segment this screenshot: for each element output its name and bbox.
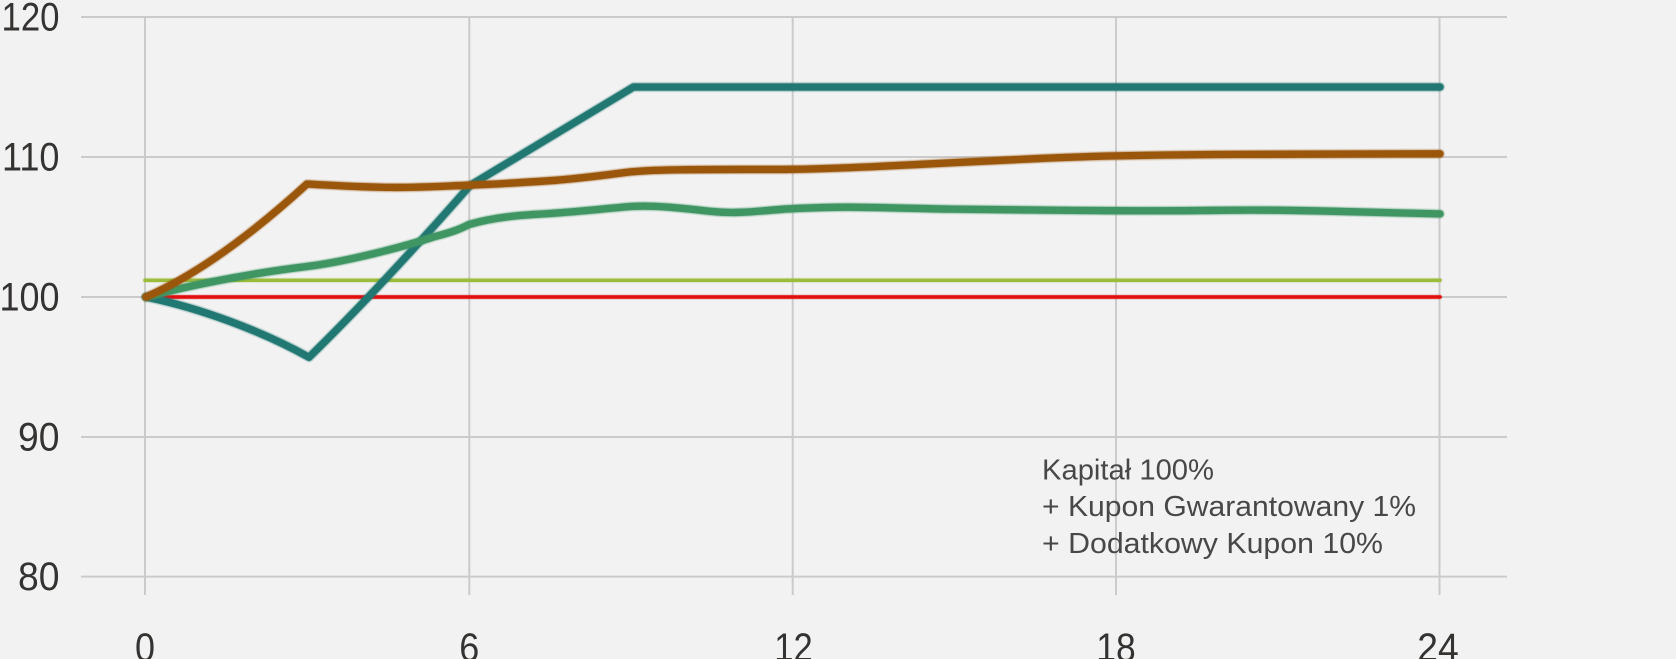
svg-text:Kapitał 100%: Kapitał 100% bbox=[1042, 455, 1214, 487]
svg-text:100: 100 bbox=[0, 276, 60, 320]
svg-text:6: 6 bbox=[459, 626, 479, 659]
svg-text:18: 18 bbox=[1096, 626, 1136, 659]
svg-text:80: 80 bbox=[18, 555, 60, 599]
svg-text:12: 12 bbox=[774, 626, 813, 659]
svg-text:120: 120 bbox=[2, 0, 60, 40]
svg-text:90: 90 bbox=[18, 416, 60, 460]
svg-text:110: 110 bbox=[2, 136, 60, 180]
svg-text:+ Dodatkowy Kupon 10%: + Dodatkowy Kupon 10% bbox=[1042, 528, 1383, 560]
svg-text:+ Kupon Gwarantowany 1%: + Kupon Gwarantowany 1% bbox=[1042, 491, 1416, 523]
svg-text:0: 0 bbox=[135, 626, 155, 659]
svg-text:24: 24 bbox=[1417, 626, 1459, 659]
